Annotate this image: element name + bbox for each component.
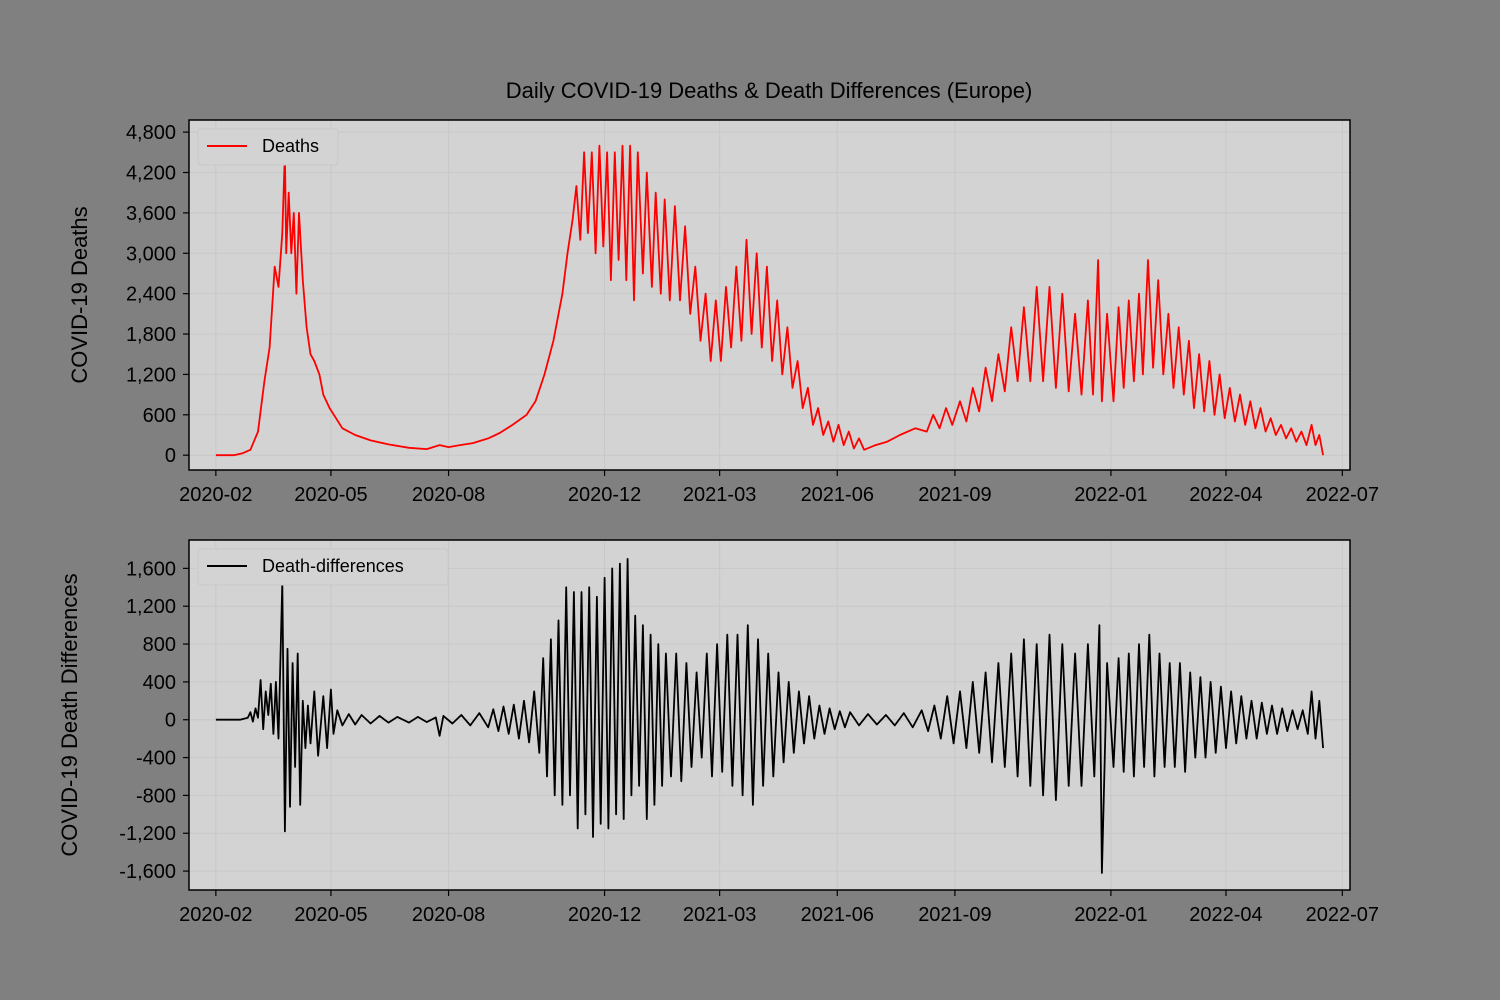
- deaths-x-tick-label: 2020-08: [412, 484, 485, 506]
- differences-y-tick-label: -1,600: [119, 861, 176, 883]
- differences-x-tick-label: 2022-01: [1074, 904, 1147, 926]
- differences-x-tick-label: 2020-12: [568, 904, 641, 926]
- differences-y-tick-label: 400: [143, 672, 176, 694]
- deaths-y-axis-title: COVID-19 Deaths: [67, 206, 92, 383]
- differences-y-tick-label: -400: [136, 748, 176, 770]
- differences-x-tick-label: 2021-03: [683, 904, 756, 926]
- differences-x-tick-label: 2022-04: [1189, 904, 1262, 926]
- deaths-legend-box: [197, 128, 339, 166]
- figure-title: Daily COVID-19 Deaths & Death Difference…: [506, 78, 1033, 103]
- deaths-y-tick-label: 600: [143, 405, 176, 427]
- deaths-y-tick-label: 1,800: [126, 324, 176, 346]
- deaths-x-tick-label: 2022-04: [1189, 484, 1262, 506]
- differences-y-tick-label: 800: [143, 634, 176, 656]
- differences-legend: Death-differences: [197, 548, 449, 586]
- differences-series-line: [215, 558, 1324, 874]
- differences-x-tick-label: 2022-07: [1306, 904, 1379, 926]
- deaths-axes-frame: [188, 119, 1351, 471]
- deaths-grid: [189, 120, 1350, 470]
- deaths-x-tick-label: 2021-03: [683, 484, 756, 506]
- deaths-x-tick-label: 2022-01: [1074, 484, 1147, 506]
- deaths-x-tick-label: 2020-12: [568, 484, 641, 506]
- deaths-y-tick-label: 3,000: [126, 243, 176, 265]
- deaths-y-tick-label: 1,200: [126, 364, 176, 386]
- deaths-x-tick-label: 2021-09: [918, 484, 991, 506]
- differences-legend-label: Death-differences: [262, 556, 404, 576]
- deaths-panel: 2020-02 2020-05 2020-08 2020-12 2021-03 2021-…: [67, 119, 1379, 506]
- differences-y-tick-label: 1,200: [126, 596, 176, 618]
- differences-x-tick-label: 2021-06: [801, 904, 874, 926]
- deaths-legend-label: Deaths: [262, 136, 319, 156]
- deaths-y-tick-label: 0: [165, 445, 176, 467]
- differences-legend-box: [197, 548, 449, 586]
- differences-y-axis-title: COVID-19 Death Differences: [57, 573, 82, 856]
- differences-x-tick-label: 2020-05: [294, 904, 367, 926]
- deaths-x-tick-label: 2020-05: [294, 484, 367, 506]
- deaths-y-tick-label: 4,200: [126, 163, 176, 185]
- deaths-x-tick-label: 2020-02: [179, 484, 252, 506]
- differences-plot-area: [189, 540, 1350, 890]
- deaths-y-tick-label: 4,800: [126, 122, 176, 144]
- deaths-y-tick-label: 2,400: [126, 284, 176, 306]
- differences-y-tick-label: -1,200: [119, 823, 176, 845]
- differences-x-tick-label: 2020-08: [412, 904, 485, 926]
- differences-axes-frame: [188, 539, 1351, 891]
- deaths-y-tick-label: 3,600: [126, 203, 176, 225]
- deaths-legend: Deaths: [197, 128, 339, 166]
- differences-x-tick-label: 2021-09: [918, 904, 991, 926]
- deaths-x-tick-label: 2021-06: [801, 484, 874, 506]
- deaths-series-line: [215, 144, 1324, 457]
- differences-y-tick-label: 1,600: [126, 558, 176, 580]
- differences-y-tick-label: -800: [136, 785, 176, 807]
- death-differences-panel: 2020-02 2020-05 2020-08 2020-12 2021-03 2021-…: [57, 539, 1379, 926]
- differences-x-tick-label: 2020-02: [179, 904, 252, 926]
- deaths-x-tick-label: 2022-07: [1306, 484, 1379, 506]
- differences-y-tick-label: 0: [165, 710, 176, 732]
